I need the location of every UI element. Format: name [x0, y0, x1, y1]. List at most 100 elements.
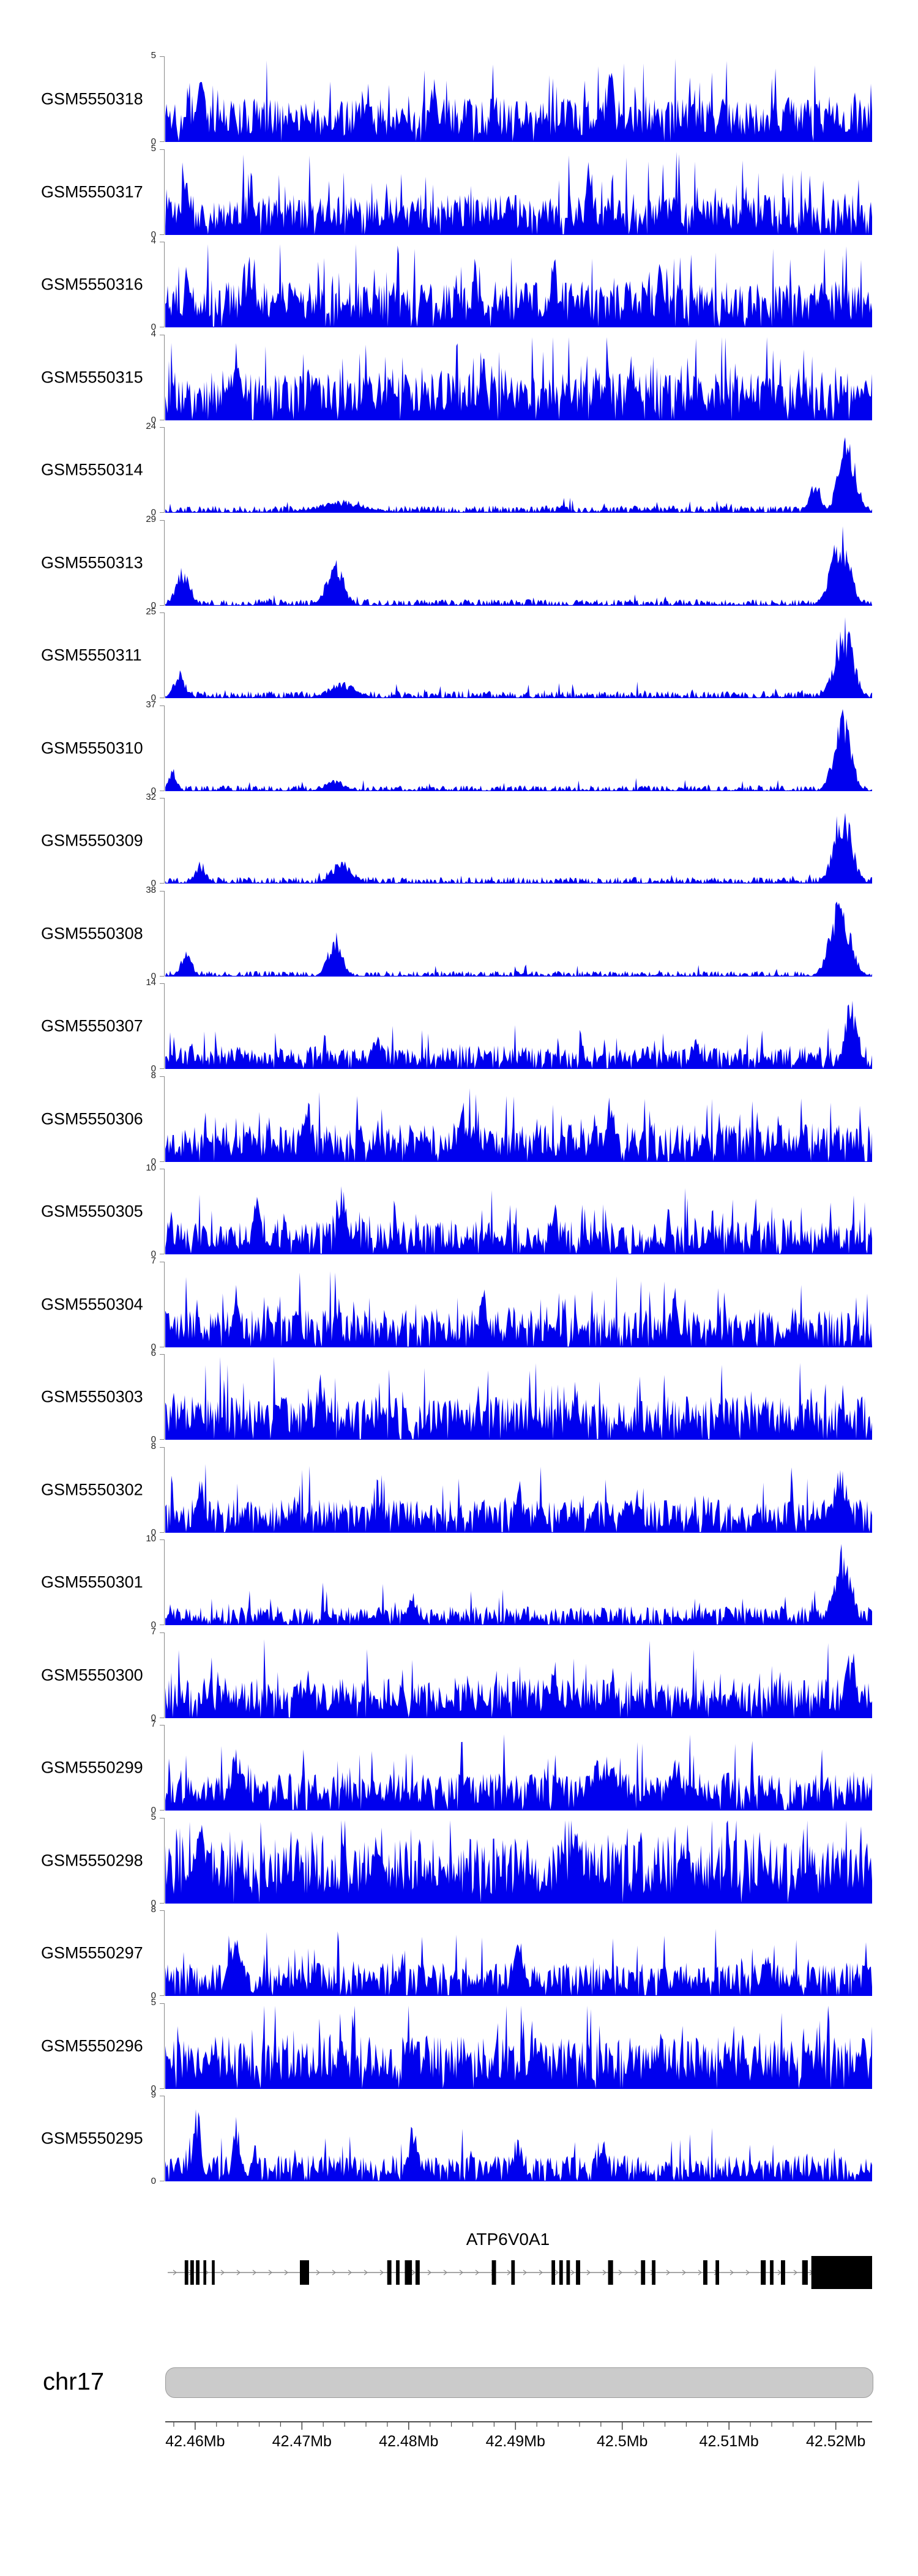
y-axis-max-label: 25: [146, 606, 156, 617]
strand-arrow-icon: [316, 2269, 320, 2276]
y-axis-line: [164, 983, 165, 1069]
y-axis-min-label: 0: [151, 229, 156, 240]
track-row: GSM5550301 10 0: [0, 1533, 918, 1630]
exon: [770, 2260, 774, 2285]
track-label: GSM5550296: [41, 2036, 143, 2055]
track-plot: [165, 1447, 872, 1533]
y-axis-line: [164, 1632, 165, 1718]
y-axis-max-label: 4: [151, 328, 156, 339]
y-axis-line: [164, 149, 165, 235]
signal-area: [165, 151, 872, 235]
y-axis-min-label: 0: [151, 1063, 156, 1074]
axis-tick-label: 42.5Mb: [597, 2433, 647, 2450]
strand-arrow-icon: [220, 2269, 225, 2276]
y-axis-max-label: 8: [151, 1440, 156, 1451]
y-axis-max-label: 5: [151, 143, 156, 154]
ideogram-track: chr17: [0, 2361, 918, 2403]
gene-track: ATP6V0A1: [0, 2221, 918, 2319]
y-axis-bottom-tick: [160, 605, 165, 606]
y-axis-top-tick: [160, 56, 165, 57]
exon: [387, 2260, 392, 2285]
y-axis-top-tick: [160, 612, 165, 613]
y-axis-max-label: 14: [146, 977, 156, 988]
y-axis-line: [164, 798, 165, 884]
signal-plot: [165, 813, 872, 884]
signal-plot: [165, 2109, 872, 2181]
y-axis-bottom-tick: [160, 1995, 165, 1996]
y-axis-top-tick: [160, 1910, 165, 1911]
y-axis-min-label: 0: [151, 1527, 156, 1538]
y-axis-max-label: 5: [151, 1997, 156, 2008]
track-label: GSM5550314: [41, 460, 143, 479]
track-plot: [165, 891, 872, 977]
track-plot: [165, 705, 872, 791]
exon: [652, 2260, 655, 2285]
track-row: GSM5550318 5 0: [0, 50, 918, 147]
signal-plot: [165, 526, 872, 606]
track-row: GSM5550300 7 0: [0, 1626, 918, 1723]
y-axis-min-label: 0: [151, 1249, 156, 1259]
y-axis-bottom-tick: [160, 234, 165, 235]
strand-arrow-icon: [443, 2269, 447, 2276]
y-axis-max-label: 29: [146, 513, 156, 524]
signal-plot: [165, 2005, 872, 2089]
track-label: GSM5550303: [41, 1387, 143, 1406]
track-label: GSM5550313: [41, 553, 143, 571]
signal-area: [165, 337, 872, 420]
y-axis-max-label: 37: [146, 699, 156, 710]
signal-area: [165, 1464, 872, 1533]
y-axis-bottom-tick: [160, 1068, 165, 1069]
exon: [511, 2260, 515, 2285]
y-axis-max-label: 8: [151, 1070, 156, 1081]
signal-area: [165, 1929, 872, 1996]
y-axis-line: [164, 705, 165, 791]
strand-arrow-icon: [268, 2269, 272, 2276]
gene-name-label: ATP6V0A1: [466, 2230, 550, 2249]
y-axis-min-label: 0: [151, 1805, 156, 1815]
y-axis-min-label: 0: [151, 507, 156, 518]
signal-area: [165, 1186, 872, 1254]
signal-plot: [165, 1639, 872, 1718]
signal-area: [165, 709, 872, 791]
strand-arrow-icon: [634, 2269, 638, 2276]
track-plot: [165, 149, 872, 235]
strand-arrow-icon: [602, 2269, 606, 2276]
y-axis-line: [164, 1910, 165, 1996]
y-axis-line: [164, 1539, 165, 1625]
signal-plot: [165, 1734, 872, 1811]
y-axis-bottom-tick: [160, 2088, 165, 2089]
y-axis-min-label: 0: [151, 1156, 156, 1167]
exon: [190, 2260, 194, 2285]
signal-plot: [165, 1000, 872, 1069]
axis-tick-label: 42.49Mb: [486, 2433, 545, 2450]
y-axis-min-label: 0: [151, 1434, 156, 1445]
signal-area: [165, 59, 872, 142]
exon: [184, 2260, 188, 2285]
track-plot: [165, 1169, 872, 1254]
axis-tick-label: 42.46Mb: [165, 2433, 225, 2450]
track-plot: [165, 983, 872, 1069]
track-plot: [165, 1262, 872, 1347]
track-row: GSM5550315 4 0: [0, 329, 918, 425]
y-axis-max-label: 5: [151, 50, 156, 61]
signal-area: [165, 244, 872, 327]
signal-plot: [165, 437, 872, 513]
strand-arrow-icon: [364, 2269, 368, 2276]
signal-plot: [165, 1820, 872, 1904]
y-axis-line: [164, 2003, 165, 2089]
strand-arrow-icon: [618, 2269, 622, 2276]
track-row: GSM5550302 8 0: [0, 1441, 918, 1538]
signal-plot: [165, 1357, 872, 1440]
track-row: GSM5550308 38 0: [0, 885, 918, 981]
track-plot: [165, 520, 872, 606]
y-axis-min-label: 0: [151, 322, 156, 332]
y-axis-line: [164, 1817, 165, 1904]
track-plot: [165, 335, 872, 420]
track-label: GSM5550305: [41, 1202, 143, 1221]
genome-axis: 42.46Mb 42.47Mb 42.48Mb 42.49Mb 42.5Mb 42.51M…: [165, 2421, 872, 2450]
y-axis-line: [164, 1169, 165, 1254]
y-axis-top-tick: [160, 890, 165, 892]
signal-plot: [165, 1929, 872, 1996]
